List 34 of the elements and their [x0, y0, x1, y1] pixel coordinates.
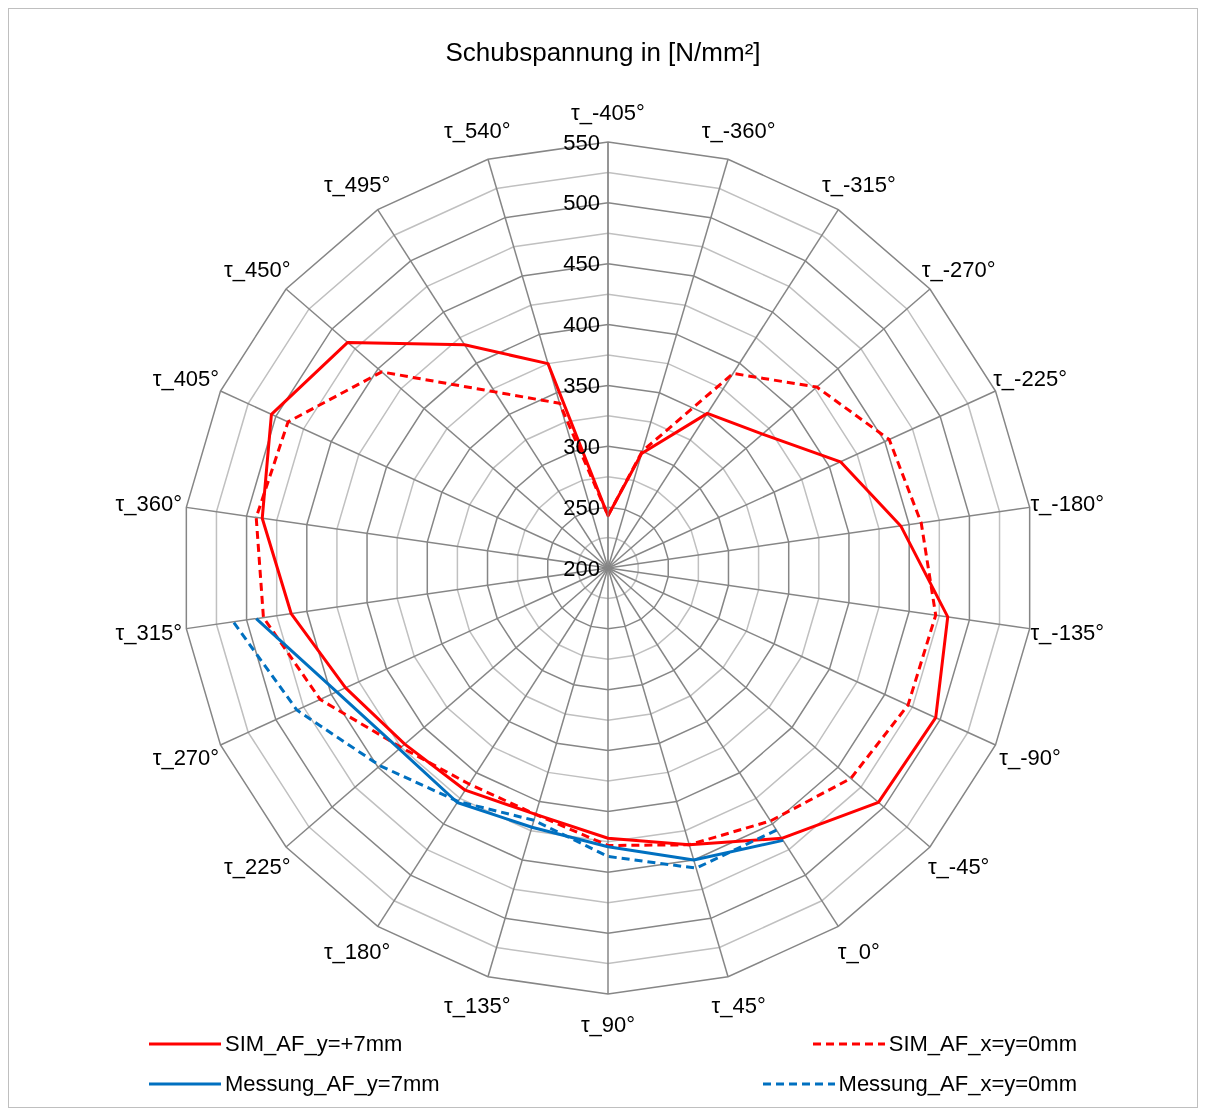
spoke-label: τ_-180°	[1030, 490, 1105, 516]
legend-label: Messung_AF_y=7mm	[225, 1071, 440, 1097]
spoke-label: τ_225°	[224, 854, 291, 880]
spoke-label: τ_315°	[115, 620, 182, 646]
spoke-label: τ_90°	[580, 1011, 636, 1037]
spoke-label: τ_450°	[224, 256, 291, 282]
spoke-label: τ_-405°	[571, 99, 645, 125]
y-tick-label: 500	[563, 190, 600, 216]
spoke-label: τ_45°	[711, 993, 766, 1019]
spoke-label: τ_360°	[115, 490, 182, 516]
y-tick-label: 350	[563, 372, 600, 398]
spoke-label: τ_-315°	[821, 171, 896, 197]
spoke-label: τ_495°	[323, 171, 391, 197]
spoke-label: τ_180°	[323, 939, 391, 965]
legend-label: SIM_AF_y=+7mm	[225, 1031, 403, 1057]
spoke-label: τ_-90°	[999, 744, 1061, 770]
spoke-label: τ_135°	[444, 993, 511, 1019]
spoke-label: τ_540°	[444, 117, 511, 143]
spoke-label: τ_-270°	[921, 256, 996, 282]
y-tick-label: 400	[563, 312, 600, 338]
spoke-label: τ_270°	[152, 744, 220, 770]
y-tick-label: 450	[563, 251, 600, 277]
chart-title: Schubspannung in [N/mm²]	[444, 37, 762, 68]
spoke-label: τ_-360°	[701, 117, 776, 143]
y-tick-label: 200	[563, 555, 600, 581]
spoke-label: τ_405°	[152, 366, 220, 392]
spoke-label: τ_-135°	[1030, 620, 1105, 646]
y-tick-label: 250	[563, 494, 600, 520]
legend-label: SIM_AF_x=y=0mm	[888, 1031, 1077, 1057]
legend-label: Messung_AF_x=y=0mm	[838, 1071, 1077, 1097]
spoke-label: τ_0°	[837, 939, 880, 965]
spoke-label: τ_-45°	[927, 854, 990, 880]
y-tick-label: 550	[563, 129, 600, 155]
spoke-label: τ_-225°	[993, 366, 1067, 392]
